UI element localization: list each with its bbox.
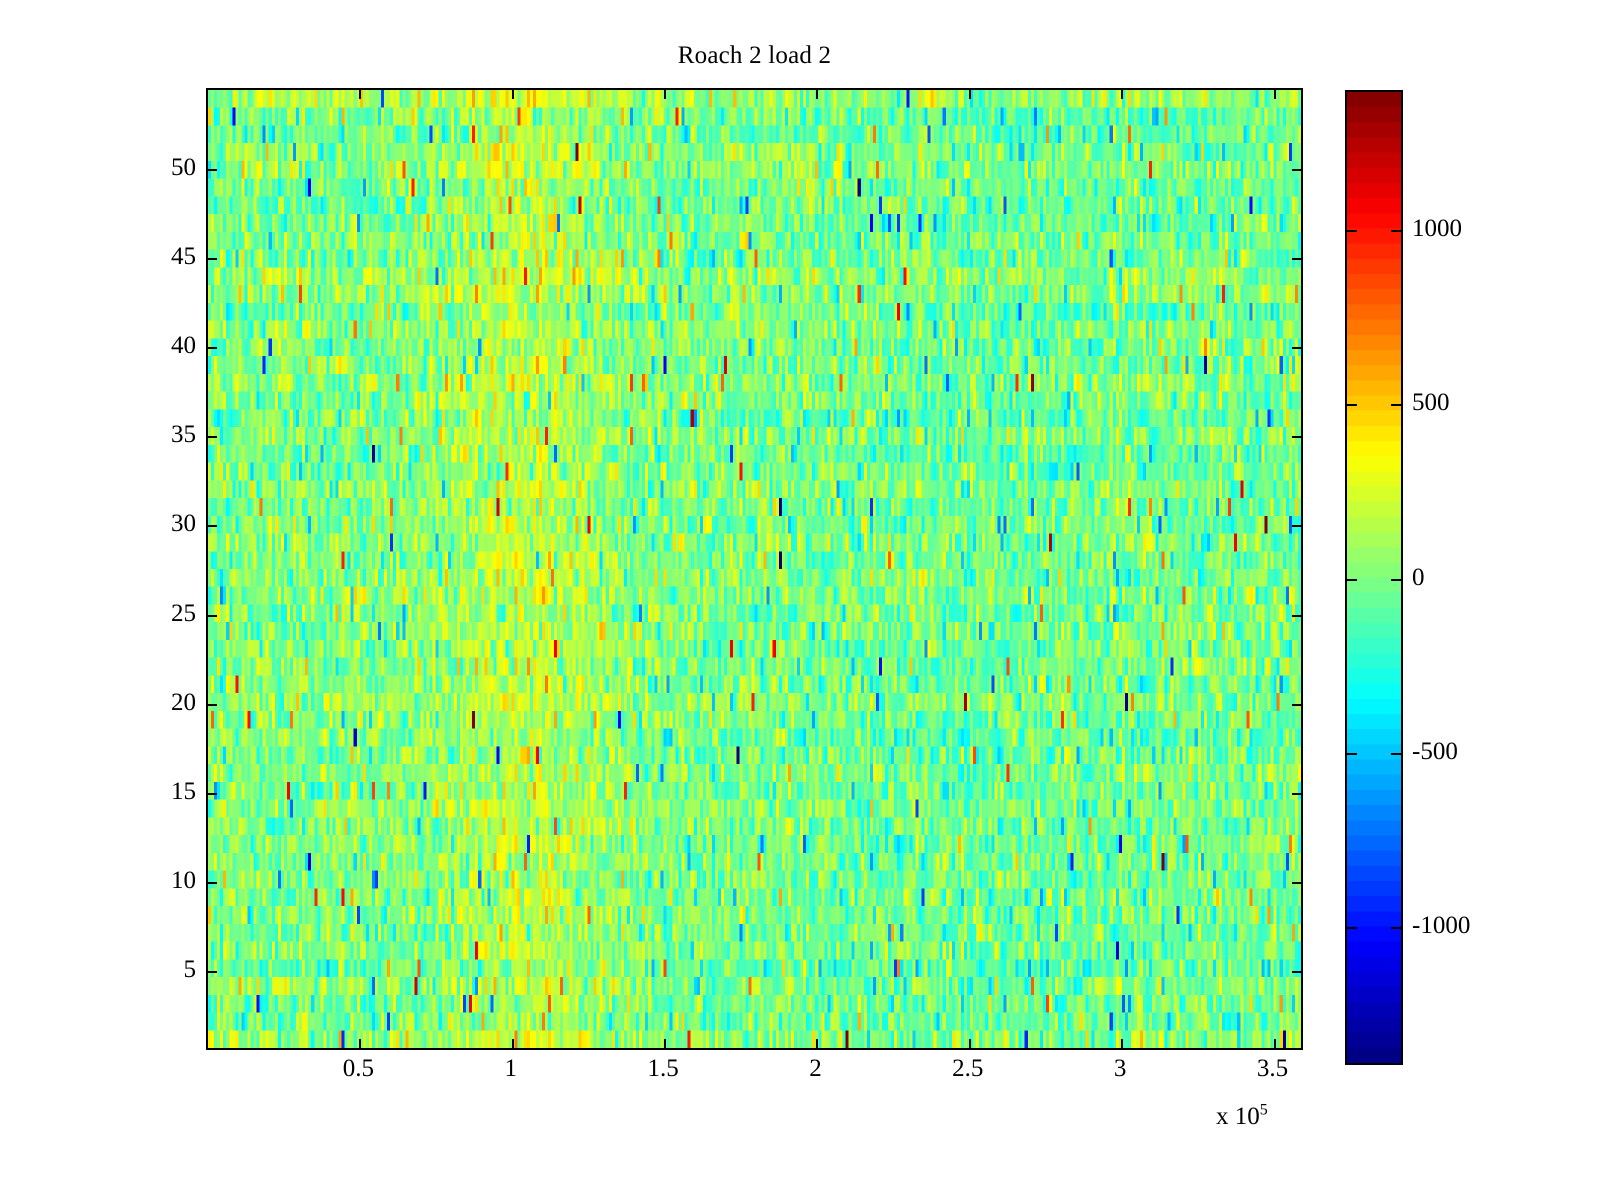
- y-tick-right: [1292, 703, 1301, 706]
- colorbar-tick-left: [1347, 752, 1357, 755]
- y-tick-right: [1292, 347, 1301, 350]
- colorbar-tick-label: -1000: [1412, 911, 1471, 939]
- y-tick-label-text: 15: [171, 777, 196, 805]
- x-tick-top: [511, 90, 514, 99]
- x-tick-bottom: [664, 1039, 667, 1048]
- colorbar-tick-label: -500: [1412, 737, 1458, 765]
- x-tick-label: 2: [809, 1055, 822, 1082]
- x-axis-exponent-power: 5: [1259, 1101, 1268, 1119]
- y-tick-label-text: 10: [171, 866, 196, 894]
- colorbar-tick-label: 0: [1412, 563, 1425, 591]
- y-tick-label-text: 45: [171, 243, 196, 271]
- colorbar-tick-left: [1347, 578, 1357, 581]
- x-tick-label: 0.5: [342, 1055, 374, 1082]
- x-tick-top: [359, 90, 362, 99]
- y-tick-right: [1292, 525, 1301, 528]
- y-tick-right: [1292, 881, 1301, 884]
- y-tick-label-text: 30: [171, 510, 196, 538]
- y-tick-left: [208, 703, 217, 706]
- y-tick-label-text: 35: [171, 421, 196, 449]
- x-tick-top: [968, 90, 971, 99]
- colorbar[interactable]: [1345, 90, 1403, 1065]
- y-tick-label-text: 40: [171, 332, 196, 360]
- x-tick-bottom: [1273, 1039, 1276, 1048]
- x-axis-exponent-base: x 10: [1216, 1103, 1260, 1130]
- x-tick-bottom: [816, 1039, 819, 1048]
- y-tick-right: [1292, 258, 1301, 261]
- x-tick-label: 1.5: [647, 1055, 679, 1082]
- heatmap-image: [208, 90, 1301, 1048]
- y-tick-left: [208, 258, 217, 261]
- heatmap-axes[interactable]: [206, 88, 1303, 1050]
- colorbar-tick-right: [1391, 230, 1401, 233]
- y-tick-right: [1292, 169, 1301, 172]
- y-tick-right: [1292, 970, 1301, 973]
- x-tick-top: [1121, 90, 1124, 99]
- colorbar-tick-right: [1391, 752, 1401, 755]
- x-tick-label: 2.5: [952, 1055, 984, 1082]
- colorbar-tick-right: [1391, 578, 1401, 581]
- y-tick-left: [208, 614, 217, 617]
- x-tick-label: 3: [1113, 1055, 1127, 1082]
- y-tick-left: [208, 792, 217, 795]
- x-tick-bottom: [359, 1039, 362, 1048]
- y-tick-left: [208, 881, 217, 884]
- x-tick-top: [1273, 90, 1276, 99]
- y-tick-right: [1292, 436, 1301, 439]
- y-tick-label-text: 50: [171, 154, 196, 182]
- colorbar-tick-label: 1000: [1412, 215, 1462, 243]
- y-tick-left: [208, 169, 217, 172]
- colorbar-tick-right: [1391, 926, 1401, 929]
- colorbar-tick-left: [1347, 404, 1357, 407]
- x-tick-top: [816, 90, 819, 99]
- x-tick-label: 3.5: [1256, 1055, 1289, 1082]
- y-tick-right: [1292, 614, 1301, 617]
- page-title: Roach 2 load 2: [677, 42, 832, 69]
- colorbar-tick-left: [1347, 230, 1357, 233]
- colorbar-tick-label: 500: [1412, 389, 1450, 417]
- y-tick-label-text: 5: [183, 955, 197, 983]
- y-tick-left: [208, 347, 217, 350]
- y-tick-right: [1292, 792, 1301, 795]
- y-tick-label-text: 20: [171, 688, 196, 716]
- x-axis-exponent-label: x 105: [1216, 1101, 1268, 1131]
- colorbar-tick-left: [1347, 926, 1357, 929]
- x-tick-top: [664, 90, 667, 99]
- y-tick-left: [208, 436, 217, 439]
- x-tick-bottom: [968, 1039, 971, 1048]
- x-tick-label: 1: [504, 1055, 517, 1082]
- x-tick-bottom: [511, 1039, 514, 1048]
- y-tick-label-text: 25: [171, 599, 196, 627]
- x-tick-bottom: [1121, 1039, 1124, 1048]
- colorbar-tick-right: [1391, 404, 1401, 407]
- colorbar-gradient: [1347, 92, 1401, 1063]
- y-tick-left: [208, 970, 217, 973]
- y-tick-left: [208, 525, 217, 528]
